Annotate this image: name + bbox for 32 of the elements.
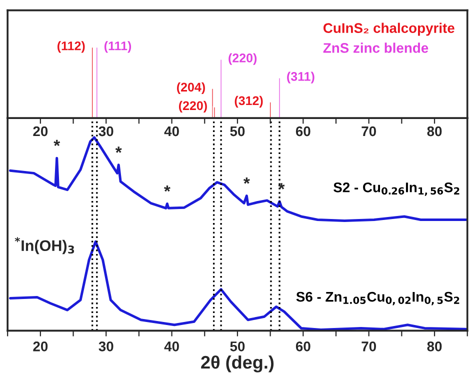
annotation: (112) — [58, 41, 85, 53]
x2-tick-label: 20 — [33, 126, 48, 136]
annotation: $^{*}$In(OH)$_{3}$ — [14, 237, 74, 254]
x-tick-label: 30 — [98, 341, 114, 352]
annotation: (312) — [234, 96, 263, 108]
x-tick-label: 80 — [427, 341, 442, 352]
annotation: * — [278, 183, 285, 190]
x2-tick-label: 70 — [362, 126, 376, 136]
x-tick-label: 70 — [362, 341, 376, 352]
annotation: (220) — [178, 100, 207, 113]
x-tick-label: 20 — [33, 341, 48, 352]
x-axis-title: 2θ (deg.) — [201, 355, 274, 372]
x2-tick-label: 30 — [98, 126, 114, 136]
annotation: * — [164, 185, 170, 192]
x2-tick-label: 40 — [164, 126, 179, 136]
text: ZnS zinc blende — [323, 42, 428, 53]
x2-tick-label: 60 — [296, 126, 310, 136]
annotation: (220) — [228, 53, 257, 65]
x2-tick-label: 80 — [427, 126, 442, 136]
annotation: * — [115, 146, 122, 153]
x2-tick-label: 50 — [230, 126, 245, 136]
annotation: (111) — [104, 41, 132, 53]
x-tick-label: 40 — [164, 341, 179, 352]
annotation: (204) — [177, 82, 205, 94]
text: CuInS₂ chalcopyrite — [323, 22, 454, 36]
series-label: S2 - Cu$_{0.26}$In$_{1,56}$S$_{2}$ — [334, 182, 460, 196]
annotation: * — [243, 178, 250, 184]
series-label: S6 - Zn$_{1.05}$Cu$_{0,02}$In$_{0,5}$S$_{2}$ — [296, 292, 460, 306]
annotation: * — [54, 140, 60, 146]
x-tick-label: 50 — [230, 341, 245, 352]
x-tick-label: 60 — [296, 341, 310, 352]
annotation: (311) — [287, 72, 314, 84]
